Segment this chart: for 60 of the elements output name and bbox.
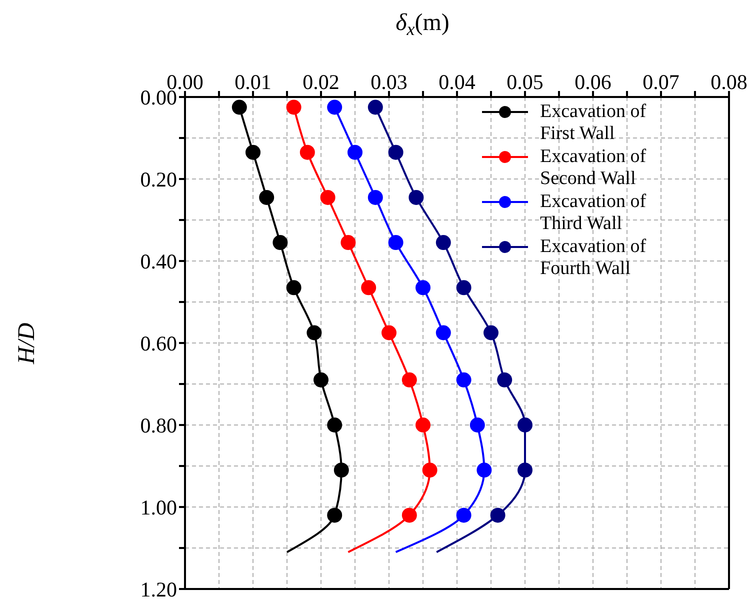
- point: [327, 418, 342, 432]
- point: [476, 462, 492, 478]
- y-tick-label: 1.20: [140, 577, 177, 602]
- y-tick-label: 0.20: [140, 167, 177, 192]
- point: [422, 462, 438, 478]
- x-tick-label: 0.05: [506, 70, 544, 94]
- point: [436, 235, 451, 250]
- x-tick-label: 0.02: [302, 70, 340, 94]
- legend-label: Excavation of Second Wall: [540, 146, 648, 190]
- point: [286, 280, 302, 296]
- point: [382, 325, 396, 340]
- point: [300, 144, 315, 160]
- point: [402, 372, 417, 388]
- x-tick-label: 0.04: [438, 70, 476, 94]
- point: [408, 190, 424, 205]
- point: [259, 190, 274, 205]
- y-tick-label: 0.80: [140, 413, 177, 438]
- point: [327, 508, 342, 523]
- point: [456, 280, 472, 296]
- point: [436, 325, 451, 340]
- point: [314, 372, 328, 388]
- point: [402, 508, 417, 523]
- x-tick-label: 0.03: [370, 70, 408, 94]
- point: [361, 280, 376, 296]
- point: [246, 144, 260, 160]
- y-tick-label: 0.60: [140, 331, 177, 356]
- point: [368, 100, 383, 115]
- point: [497, 372, 512, 388]
- y-axis-title: H/D: [14, 322, 40, 366]
- x-tick-label: 0.07: [642, 70, 680, 94]
- point: [388, 235, 404, 250]
- point: [518, 418, 532, 432]
- point: [470, 418, 485, 432]
- point: [416, 418, 430, 432]
- x-tick-label: 0.08: [710, 70, 748, 94]
- point: [368, 190, 383, 205]
- legend-label: Excavation of First Wall: [540, 101, 648, 145]
- point: [340, 235, 356, 250]
- point: [518, 462, 532, 478]
- y-tick-label: 1.00: [140, 495, 177, 520]
- point: [320, 190, 336, 205]
- point: [232, 100, 247, 115]
- point: [327, 100, 342, 115]
- point: [490, 508, 506, 523]
- point: [456, 508, 472, 523]
- point: [484, 325, 498, 340]
- point: [306, 325, 322, 340]
- point: [416, 280, 430, 296]
- point: [286, 100, 302, 115]
- point: [272, 235, 288, 250]
- point: [456, 372, 472, 388]
- x-tick-label: 0.01: [234, 70, 272, 94]
- point: [334, 462, 349, 478]
- legend-label: Excavation of Third Wall: [540, 191, 648, 235]
- x-tick-label: 0.06: [574, 70, 612, 94]
- point: [388, 144, 404, 160]
- y-tick-label: 0.40: [140, 249, 177, 274]
- legend-label: Excavation of Fourth Wall: [540, 236, 648, 280]
- x-axis-title: δ$_{x}$(m): [396, 10, 450, 38]
- point: [348, 144, 362, 160]
